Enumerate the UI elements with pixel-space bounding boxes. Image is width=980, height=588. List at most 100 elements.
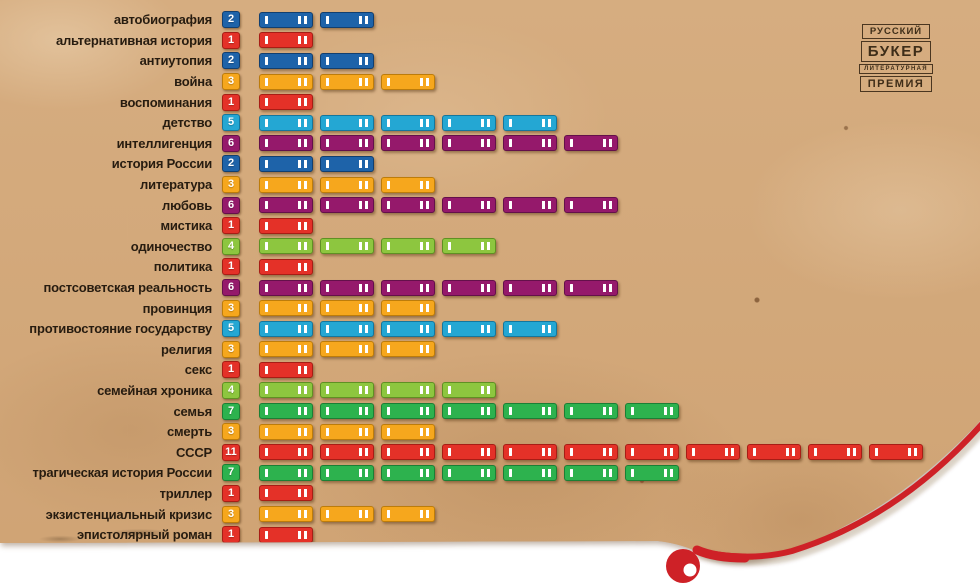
category-label: СССР — [175, 444, 212, 460]
chart-row: СССР 11 — [0, 442, 980, 463]
category-label: война — [174, 74, 212, 90]
book-spine — [320, 135, 374, 151]
count-badge: 6 — [222, 197, 240, 214]
chart-row: эпистолярный роман 1 — [0, 524, 980, 545]
book-spine — [564, 444, 618, 460]
book-row — [259, 53, 381, 69]
count-badge: 3 — [222, 300, 240, 317]
book-spine — [259, 135, 313, 151]
chart-row: смерть 3 — [0, 421, 980, 442]
book-row — [259, 177, 442, 193]
book-spine — [442, 382, 496, 398]
book-row — [259, 135, 625, 151]
chart-row: воспоминания 1 — [0, 92, 980, 113]
book-spine — [808, 444, 862, 460]
book-spine — [320, 300, 374, 316]
book-spine — [320, 156, 374, 172]
chart-row: противостояние государству 5 — [0, 318, 980, 339]
chart-row: любовь 6 — [0, 195, 980, 216]
count-badge: 1 — [222, 32, 240, 49]
theme-bar-chart: автобиография 2 альтернативная история 1… — [0, 10, 980, 545]
book-spine — [320, 197, 374, 213]
book-spine — [564, 135, 618, 151]
category-label: эпистолярный роман — [76, 527, 212, 543]
book-row — [259, 32, 320, 48]
book-spine — [442, 403, 496, 419]
count-badge: 1 — [222, 94, 240, 111]
book-row — [259, 362, 320, 378]
book-spine — [503, 280, 557, 296]
book-spine — [564, 280, 618, 296]
count-badge: 2 — [222, 52, 240, 69]
book-spine — [747, 444, 801, 460]
chart-row: альтернативная история 1 — [0, 30, 980, 51]
book-spine — [442, 197, 496, 213]
chart-row: мистика 1 — [0, 215, 980, 236]
chart-row: интеллигенция 6 — [0, 133, 980, 154]
book-row — [259, 321, 564, 337]
book-spine — [625, 465, 679, 481]
category-label: история России — [111, 156, 212, 172]
book-spine — [625, 444, 679, 460]
book-spine — [381, 74, 435, 90]
count-badge: 5 — [222, 320, 240, 337]
category-label: альтернативная история — [55, 32, 212, 48]
chart-row: провинция 3 — [0, 298, 980, 319]
book-row — [259, 341, 442, 357]
book-row — [259, 74, 442, 90]
book-spine — [259, 177, 313, 193]
book-spine — [259, 280, 313, 296]
chart-row: литература 3 — [0, 174, 980, 195]
category-label: детство — [162, 115, 212, 131]
book-row — [259, 115, 564, 131]
category-label: любовь — [162, 197, 212, 213]
chart-row: одиночество 4 — [0, 236, 980, 257]
book-spine — [259, 527, 313, 543]
book-spine — [442, 321, 496, 337]
book-spine — [259, 53, 313, 69]
count-badge: 5 — [222, 114, 240, 131]
book-spine — [259, 238, 313, 254]
book-row — [259, 280, 625, 296]
category-label: секс — [184, 362, 212, 378]
book-spine — [320, 341, 374, 357]
book-spine — [259, 341, 313, 357]
book-spine — [259, 115, 313, 131]
book-spine — [259, 382, 313, 398]
book-spine — [503, 321, 557, 337]
book-spine — [503, 465, 557, 481]
book-spine — [442, 280, 496, 296]
book-row — [259, 238, 503, 254]
book-spine — [564, 403, 618, 419]
book-spine — [259, 485, 313, 501]
category-label: трагическая история России — [32, 465, 212, 481]
book-spine — [259, 74, 313, 90]
book-spine — [564, 465, 618, 481]
book-spine — [320, 424, 374, 440]
russian-booker-logo: РУССКИЙ БУКЕР ЛИТЕРАТУРНАЯ ПРЕМИЯ — [852, 24, 940, 92]
category-label: экзистенциальный кризис — [45, 506, 212, 522]
category-label: семья — [173, 403, 212, 419]
book-row — [259, 403, 686, 419]
book-spine — [381, 465, 435, 481]
book-spine — [381, 238, 435, 254]
book-spine — [320, 280, 374, 296]
book-spine — [320, 444, 374, 460]
book-row — [259, 485, 320, 501]
book-spine — [259, 32, 313, 48]
book-spine — [320, 12, 374, 28]
category-label: смерть — [166, 424, 212, 440]
book-spine — [686, 444, 740, 460]
category-label: воспоминания — [119, 94, 212, 110]
category-label: противостояние государству — [29, 321, 212, 337]
book-spine — [381, 280, 435, 296]
count-badge: 4 — [222, 238, 240, 255]
count-badge: 11 — [222, 444, 240, 461]
book-row — [259, 197, 625, 213]
book-spine — [381, 115, 435, 131]
book-spine — [320, 238, 374, 254]
book-spine — [259, 300, 313, 316]
category-label: антиутопия — [139, 53, 212, 69]
book-spine — [320, 53, 374, 69]
book-spine — [381, 197, 435, 213]
